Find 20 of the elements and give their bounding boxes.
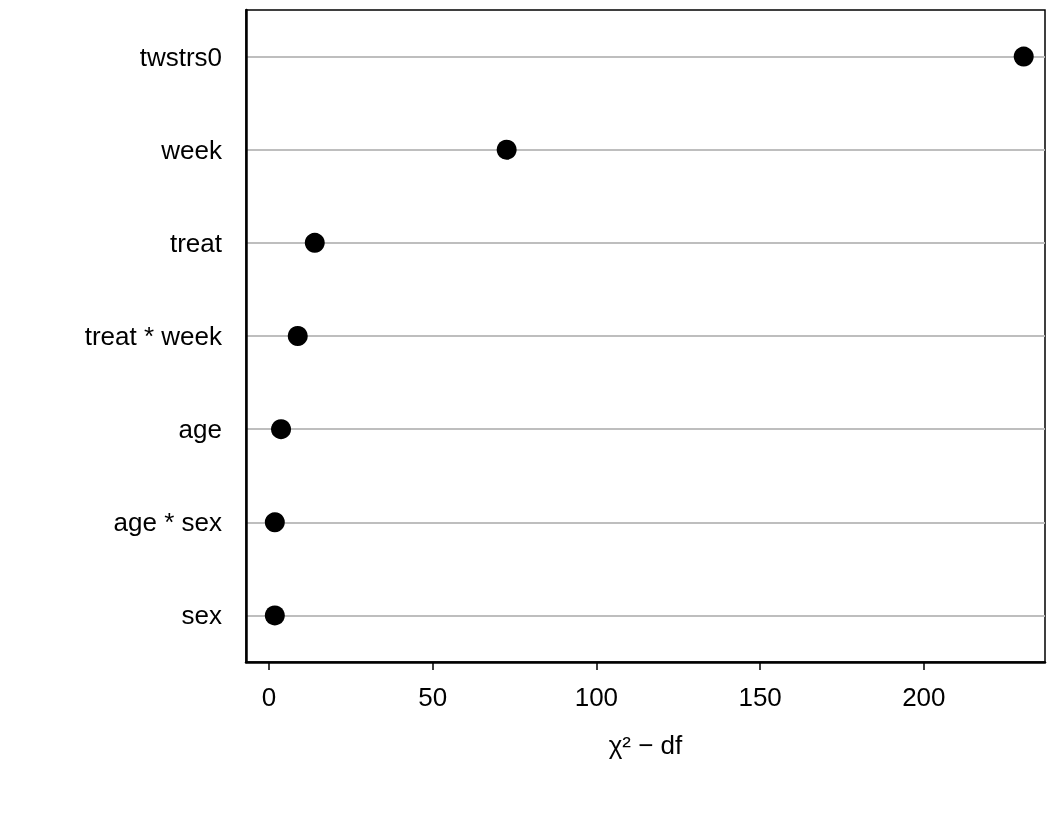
x-axis-title: χ² − df — [608, 730, 684, 760]
y-tick-label: week — [160, 134, 223, 165]
y-tick-label: age — [178, 414, 222, 445]
x-tick-label: 0 — [261, 682, 277, 712]
y-tick-label: sex — [181, 600, 222, 631]
point — [304, 232, 325, 253]
point — [1013, 46, 1034, 67]
point — [496, 139, 517, 160]
y-tick-label: age * sex — [113, 507, 222, 538]
point — [271, 419, 292, 440]
x-tick-label: 50 — [418, 682, 448, 712]
point — [264, 605, 285, 626]
x-tick-label: 150 — [738, 682, 782, 712]
y-tick-label: twstrs0 — [139, 41, 222, 72]
point — [287, 326, 308, 346]
point — [264, 512, 285, 533]
x-tick-label: 200 — [902, 682, 946, 712]
x-tick-label: 100 — [574, 682, 619, 712]
y-tick-label: treat * week — [84, 321, 223, 351]
y-tick-label: treat — [169, 227, 223, 258]
